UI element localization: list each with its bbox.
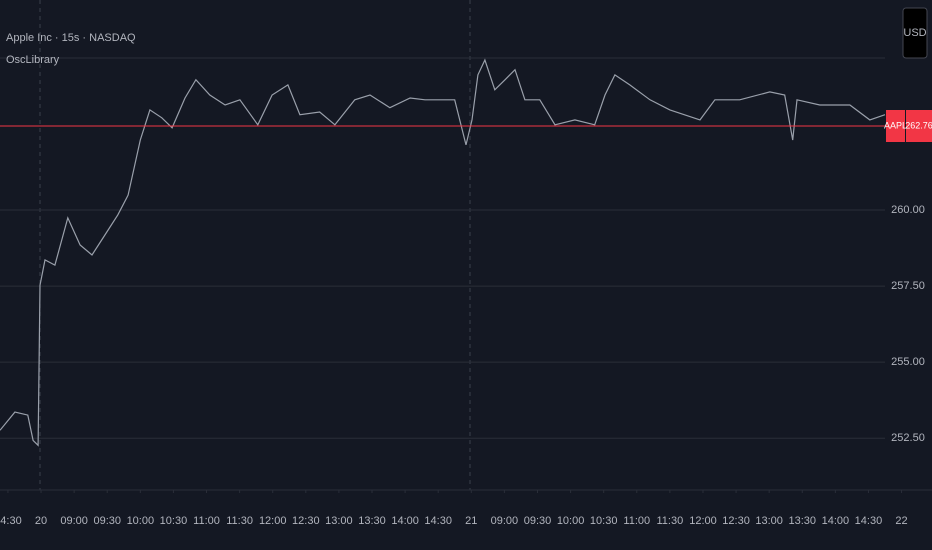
- x-tick-label: 13:30: [358, 515, 386, 527]
- x-tick-label: 14:00: [822, 515, 850, 527]
- x-tick-label: 11:30: [226, 515, 253, 527]
- x-tick-label: 09:30: [524, 515, 552, 527]
- y-tick-label: 260.00: [891, 204, 925, 216]
- x-tick-label: 13:30: [788, 515, 816, 527]
- x-tick-label: 09:00: [491, 515, 519, 527]
- symbol-label-box: [886, 110, 905, 142]
- y-tick-label: 252.50: [891, 432, 925, 444]
- x-tick-label: 10:00: [557, 515, 585, 527]
- x-tick-label: 12:30: [292, 515, 320, 527]
- x-tick-label: 13:00: [325, 515, 353, 527]
- x-tick-label: 10:30: [590, 515, 618, 527]
- x-tick-label: 09:30: [93, 515, 121, 527]
- x-tick-label: 11:00: [193, 515, 220, 527]
- x-tick-label: 12:00: [689, 515, 717, 527]
- y-tick-label: 255.00: [891, 356, 925, 368]
- x-tick-label: 12:00: [259, 515, 287, 527]
- y-tick-label: 257.50: [891, 280, 925, 292]
- x-tick-label: 10:00: [127, 515, 155, 527]
- x-tick-label: 14:30: [855, 515, 883, 527]
- x-tick-label: 13:00: [755, 515, 783, 527]
- indicator-name: OscLibrary: [6, 54, 60, 66]
- x-tick-label: 14:30: [424, 515, 452, 527]
- currency[interactable]: USD: [903, 27, 926, 39]
- price-line: [0, 58, 886, 447]
- x-tick-label: 20: [35, 515, 47, 527]
- x-tick-label: 11:00: [623, 515, 650, 527]
- x-tick-label: 22: [895, 515, 907, 527]
- x-tick-label: 09:00: [60, 515, 88, 527]
- x-tick-label: 14:00: [391, 515, 419, 527]
- x-tick-label: 14:30: [0, 515, 22, 527]
- x-tick-label: 21: [465, 515, 477, 527]
- price-label-box: [906, 110, 932, 142]
- x-tick-label: 10:30: [160, 515, 188, 527]
- last-price-label: 262.76: [905, 120, 932, 130]
- x-tick-label: 11:30: [657, 515, 684, 527]
- chart-title: Apple Inc · 15s · NASDAQ: [6, 32, 136, 44]
- x-tick-label: 12:30: [722, 515, 750, 527]
- symbol-label: AAPL: [884, 120, 907, 130]
- currency-box[interactable]: [902, 7, 928, 59]
